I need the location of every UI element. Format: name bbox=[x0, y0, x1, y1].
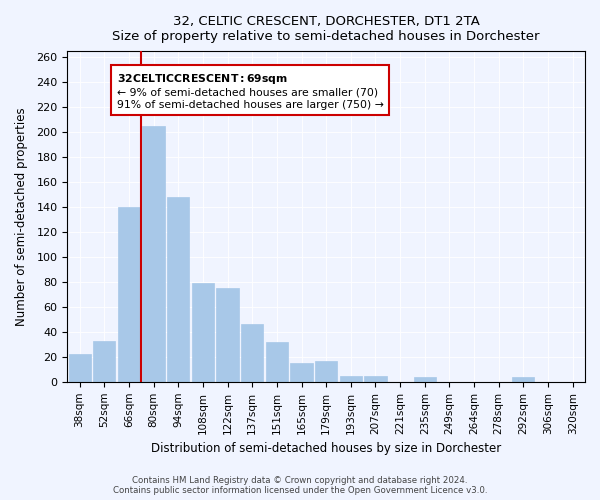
Bar bbox=[413, 377, 436, 382]
Title: 32, CELTIC CRESCENT, DORCHESTER, DT1 2TA
Size of property relative to semi-detac: 32, CELTIC CRESCENT, DORCHESTER, DT1 2TA… bbox=[112, 15, 540, 43]
Text: Contains HM Land Registry data © Crown copyright and database right 2024.
Contai: Contains HM Land Registry data © Crown c… bbox=[113, 476, 487, 495]
Bar bbox=[266, 342, 288, 382]
Bar bbox=[217, 288, 239, 382]
Bar bbox=[192, 283, 214, 382]
Y-axis label: Number of semi-detached properties: Number of semi-detached properties bbox=[15, 107, 28, 326]
Bar bbox=[512, 377, 535, 382]
Bar bbox=[142, 126, 164, 382]
X-axis label: Distribution of semi-detached houses by size in Dorchester: Distribution of semi-detached houses by … bbox=[151, 442, 501, 455]
Bar bbox=[364, 376, 386, 382]
Bar bbox=[167, 197, 190, 382]
Bar bbox=[93, 340, 115, 382]
Bar bbox=[315, 360, 337, 382]
Bar bbox=[118, 207, 140, 382]
Text: $\bf{32 CELTIC CRESCENT: 69sqm}$
← 9% of semi-detached houses are smaller (70)
9: $\bf{32 CELTIC CRESCENT: 69sqm}$ ← 9% of… bbox=[116, 72, 383, 110]
Bar bbox=[290, 363, 313, 382]
Bar bbox=[68, 354, 91, 382]
Bar bbox=[241, 324, 263, 382]
Bar bbox=[340, 376, 362, 382]
